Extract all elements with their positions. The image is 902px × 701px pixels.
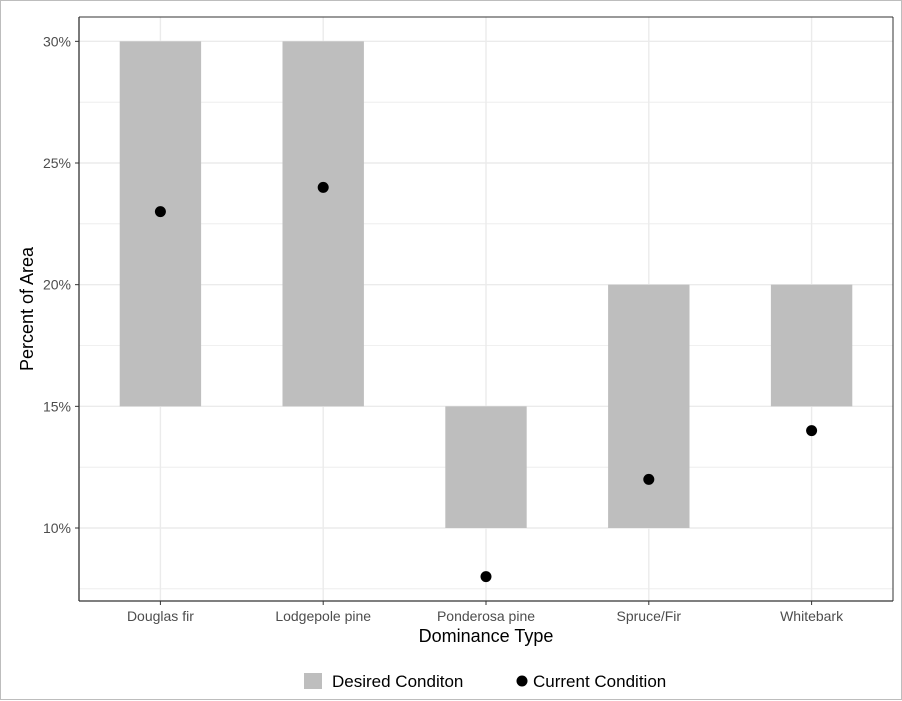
y-tick-label: 10% [43, 520, 71, 536]
x-tick-label: Lodgepole pine [275, 608, 371, 624]
y-tick-label: 30% [43, 33, 71, 49]
x-tick-label: Spruce/Fir [617, 608, 682, 624]
legend-current-condition-key [516, 675, 528, 687]
current-condition-point [317, 181, 329, 193]
desired-range-bar [282, 41, 364, 407]
desired-condition-bars [119, 41, 853, 528]
current-condition-point [643, 473, 655, 485]
legend: Desired Conditon Current Condition [304, 672, 666, 691]
y-tick-label: 25% [43, 155, 71, 171]
x-tick-label: Douglas fir [127, 608, 194, 624]
legend-current-condition-label: Current Condition [533, 672, 666, 691]
current-condition-point [806, 425, 818, 437]
desired-range-bar [445, 406, 527, 528]
current-condition-points [154, 181, 818, 583]
desired-range-bar [608, 284, 690, 528]
y-tick-labels: 10% 15% 20% 25% 30% [43, 33, 79, 536]
y-axis-title: Percent of Area [17, 246, 37, 371]
desired-range-bar [119, 41, 202, 407]
current-condition-point [154, 206, 166, 218]
y-tick-label: 15% [43, 398, 71, 414]
x-tick-labels: Douglas fir Lodgepole pine Ponderosa pine S… [127, 601, 844, 624]
y-tick-label: 20% [43, 277, 71, 293]
x-axis-title: Dominance Type [419, 626, 554, 646]
x-tick-label: Whitebark [780, 608, 844, 624]
x-tick-label: Ponderosa pine [437, 608, 535, 624]
axes [78, 16, 894, 602]
legend-desired-condition-key [304, 673, 322, 689]
current-condition-point [480, 571, 492, 583]
desired-range-bar [770, 284, 853, 407]
legend-desired-condition-label: Desired Conditon [332, 672, 463, 691]
